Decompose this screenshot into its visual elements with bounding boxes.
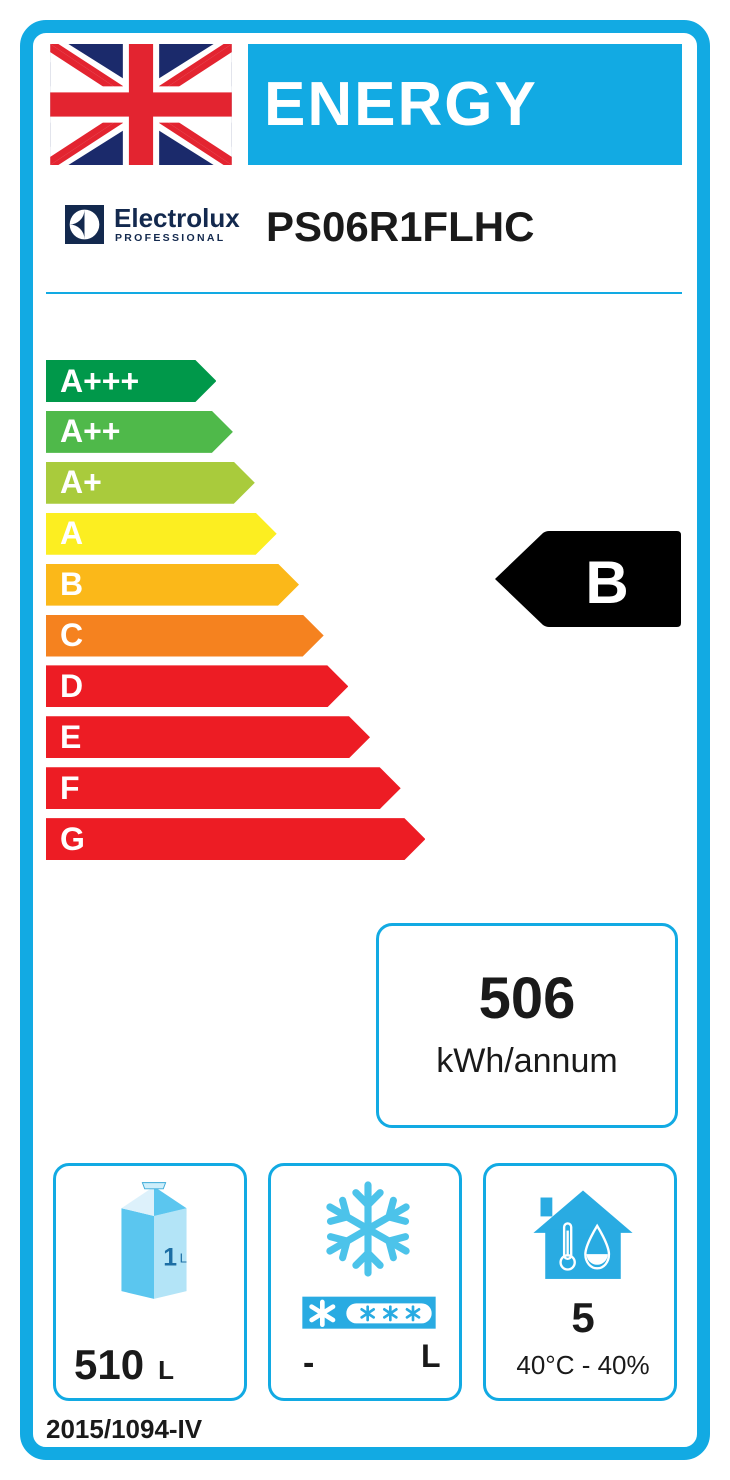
svg-text:1: 1 (163, 1245, 177, 1272)
svg-text:L: L (180, 1250, 187, 1265)
svg-text:B: B (585, 549, 628, 616)
